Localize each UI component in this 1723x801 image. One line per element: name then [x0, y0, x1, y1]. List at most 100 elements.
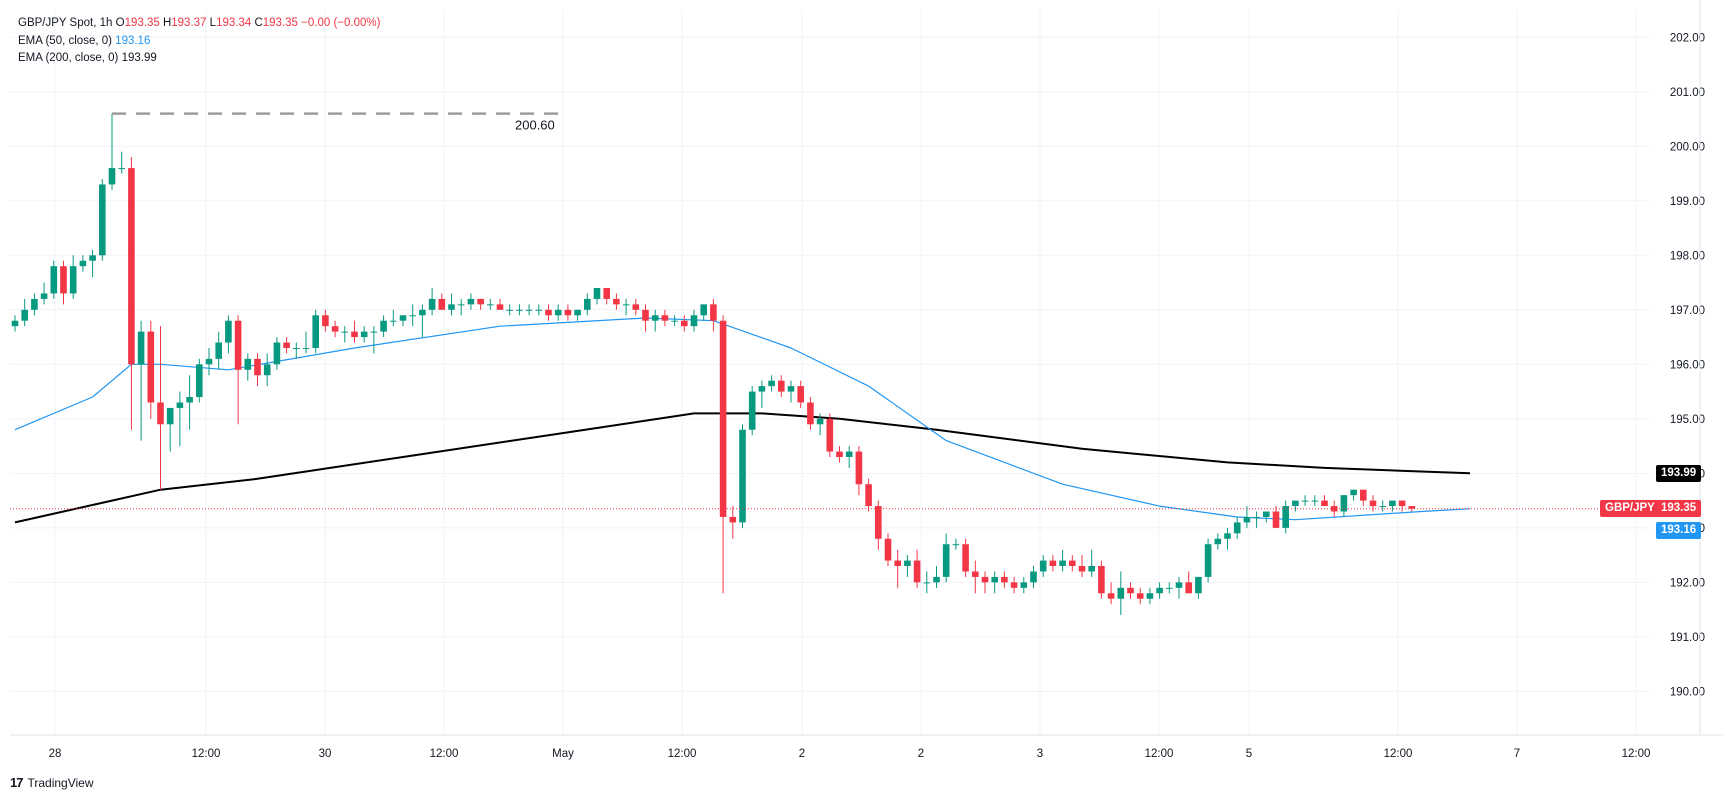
candle[interactable]: [273, 337, 281, 370]
candle[interactable]: [409, 304, 416, 327]
candle[interactable]: [428, 288, 436, 316]
candle[interactable]: [1039, 555, 1047, 577]
candle[interactable]: [642, 304, 649, 332]
candle[interactable]: [1020, 576, 1028, 594]
candle[interactable]: [952, 538, 960, 550]
candle[interactable]: [855, 446, 863, 496]
candle[interactable]: [283, 337, 290, 354]
candle[interactable]: [981, 571, 989, 594]
candle[interactable]: [1078, 555, 1086, 577]
candle[interactable]: [186, 375, 193, 430]
candle[interactable]: [438, 293, 446, 310]
candle[interactable]: [613, 293, 620, 310]
candle[interactable]: [244, 353, 252, 381]
candle[interactable]: [1136, 587, 1144, 605]
candle[interactable]: [215, 331, 222, 370]
candle[interactable]: [661, 309, 669, 327]
candle[interactable]: [1301, 495, 1309, 507]
candle[interactable]: [419, 304, 426, 338]
candle[interactable]: [1010, 576, 1018, 594]
candle[interactable]: [1311, 495, 1319, 507]
candle[interactable]: [1001, 571, 1008, 588]
candle[interactable]: [545, 304, 552, 321]
candle[interactable]: [351, 320, 358, 343]
candle[interactable]: [787, 380, 795, 403]
candle[interactable]: [1340, 495, 1348, 517]
candle[interactable]: [622, 298, 630, 316]
candle[interactable]: [341, 326, 349, 343]
candle[interactable]: [234, 315, 242, 425]
candle[interactable]: [516, 304, 523, 316]
candle[interactable]: [302, 331, 310, 354]
candle[interactable]: [875, 500, 882, 550]
candle[interactable]: [1389, 500, 1396, 512]
candle[interactable]: [448, 293, 455, 316]
candle[interactable]: [1030, 566, 1037, 588]
candle[interactable]: [225, 315, 232, 354]
candle[interactable]: [11, 315, 19, 332]
candle[interactable]: [1175, 576, 1183, 599]
candle[interactable]: [40, 282, 48, 305]
candle[interactable]: [477, 298, 484, 310]
tradingview-branding[interactable]: 17 TradingView: [10, 775, 94, 790]
candle[interactable]: [554, 304, 562, 321]
candle[interactable]: [312, 309, 319, 354]
candle[interactable]: [1330, 500, 1338, 517]
candle[interactable]: [942, 533, 950, 583]
candle[interactable]: [331, 320, 339, 338]
candle[interactable]: [1088, 549, 1095, 577]
candle[interactable]: [254, 353, 261, 387]
candle[interactable]: [1282, 500, 1289, 534]
candle[interactable]: [574, 309, 581, 321]
candle[interactable]: [496, 298, 504, 310]
candle[interactable]: [69, 255, 77, 299]
candle[interactable]: [564, 304, 572, 321]
candle[interactable]: [1233, 516, 1241, 539]
candle[interactable]: [1263, 511, 1270, 523]
candle[interactable]: [60, 260, 67, 305]
candle[interactable]: [758, 380, 766, 408]
candle[interactable]: [506, 304, 513, 316]
candle[interactable]: [584, 293, 591, 316]
candle[interactable]: [1098, 560, 1105, 599]
candle[interactable]: [923, 571, 931, 594]
candle[interactable]: [157, 326, 164, 490]
candle[interactable]: [719, 315, 727, 594]
candle[interactable]: [845, 446, 853, 468]
candle[interactable]: [21, 298, 28, 327]
candle[interactable]: [1049, 555, 1057, 572]
candle[interactable]: [166, 407, 174, 452]
candle[interactable]: [836, 446, 843, 463]
candle[interactable]: [739, 424, 746, 528]
candle[interactable]: [390, 309, 397, 327]
candle[interactable]: [118, 151, 125, 174]
candle[interactable]: [525, 304, 533, 316]
candle[interactable]: [380, 315, 387, 338]
candle[interactable]: [884, 533, 892, 567]
candle[interactable]: [913, 549, 921, 588]
candle[interactable]: [31, 293, 38, 316]
candle[interactable]: [816, 413, 824, 436]
candle[interactable]: [1195, 576, 1202, 599]
candle[interactable]: [1360, 489, 1367, 507]
candle[interactable]: [535, 304, 543, 316]
candle[interactable]: [1224, 527, 1231, 550]
candle[interactable]: [1185, 571, 1192, 594]
candle[interactable]: [894, 549, 901, 588]
candle[interactable]: [904, 555, 911, 577]
candle[interactable]: [651, 309, 659, 332]
candle[interactable]: [99, 178, 106, 261]
candle[interactable]: [807, 397, 814, 430]
candle[interactable]: [263, 353, 271, 387]
candle[interactable]: [729, 506, 737, 539]
candle[interactable]: [603, 288, 610, 305]
candle[interactable]: [972, 560, 979, 594]
candle[interactable]: [933, 566, 940, 588]
candle[interactable]: [360, 326, 368, 343]
candle[interactable]: [1204, 538, 1212, 583]
candle[interactable]: [671, 315, 678, 327]
candle[interactable]: [1156, 582, 1163, 599]
candle[interactable]: [89, 249, 96, 278]
